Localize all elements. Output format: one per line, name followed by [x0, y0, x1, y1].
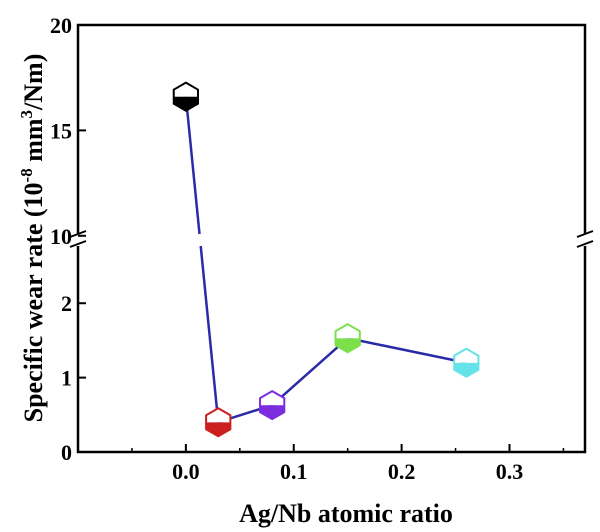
y-axis-title-prefix: Specific wear rate (10: [19, 182, 48, 422]
y-tick-label: 1: [61, 366, 72, 391]
data-point: [334, 323, 361, 354]
axis-break-mark: [69, 230, 87, 238]
data-point: [453, 347, 480, 378]
series-line-segment: [199, 245, 220, 423]
data-point-top: [335, 324, 360, 339]
series-line-segment: [271, 337, 349, 407]
data-point: [259, 389, 286, 421]
y-axis-title-mid: mm: [19, 118, 48, 168]
y-axis-title-exp1: -8: [17, 168, 36, 182]
y-tick-label: 20: [50, 13, 72, 38]
data-point-fill: [260, 405, 285, 420]
y-tick-label: 0: [61, 440, 72, 465]
y-axis-title: Specific wear rate (10-8 mm3/Nm): [17, 54, 48, 423]
y-axis-title-exp2: 3: [17, 110, 36, 119]
x-axis-title: Ag/Nb atomic ratio: [239, 499, 453, 528]
x-tick-label: 0.2: [388, 459, 416, 484]
data-point-top: [454, 348, 479, 363]
y-axis-title-suffix: /Nm): [19, 54, 48, 111]
axis-break-mark: [69, 240, 87, 248]
data-point-top: [173, 82, 198, 97]
data-point-top: [206, 408, 231, 423]
data-point: [172, 81, 199, 112]
axis-break-mark: [576, 230, 594, 238]
axis-break-mark: [576, 240, 594, 248]
x-tick-label: 0.1: [280, 459, 308, 484]
series-line-segment: [184, 96, 201, 235]
y-tick-label: 15: [50, 118, 72, 143]
data-point-fill: [173, 96, 198, 111]
data-point-fill: [335, 338, 360, 353]
x-tick-label: 0.3: [496, 459, 524, 484]
data-point-fill: [454, 362, 479, 377]
data-point-fill: [206, 422, 231, 437]
series-line-segment: [347, 336, 467, 364]
plot-area: 0.0 0.1 0.2 0.3 0 1 2 10 15 20: [50, 13, 594, 484]
y-tick-label: 10: [50, 224, 72, 249]
plot-frame: [76, 23, 587, 454]
data-point-top: [260, 391, 285, 406]
x-tick-label: 0.0: [172, 459, 200, 484]
y-tick-label: 2: [61, 291, 72, 316]
data-point: [205, 407, 232, 438]
